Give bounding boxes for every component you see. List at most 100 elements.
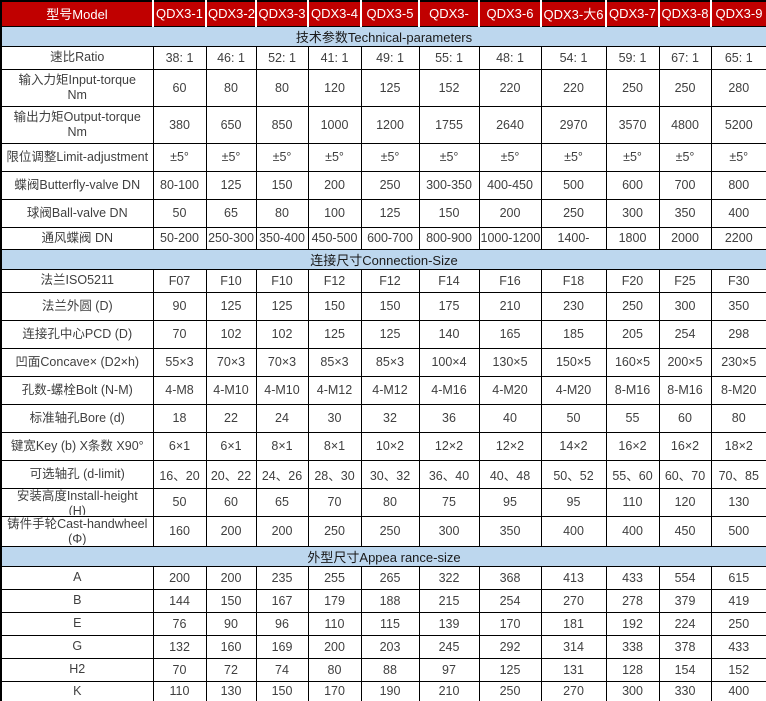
table-cell: 450 [658, 515, 712, 547]
table-cell: 338 [605, 634, 660, 659]
table-cell: 245 [418, 634, 480, 659]
table-cell: 4-M20 [478, 375, 542, 405]
table-cell: 110 [307, 611, 362, 636]
table-cell: 90 [152, 291, 207, 321]
table-cell: 80 [710, 403, 766, 433]
section-header-row: 外型尺寸Appea rance-size [0, 545, 766, 567]
table-cell: 50 [152, 487, 207, 517]
table-cell: 300 [658, 291, 712, 321]
table-cell: F12 [307, 268, 362, 293]
table-cell: 115 [360, 611, 420, 636]
table-cell: 20、22 [205, 459, 257, 489]
column-header: QDX3-大6 [540, 1, 606, 27]
table-cell: 128 [605, 657, 660, 682]
table-row: 安装高度Install-height (H) 50 60 65 70 80 75 95 95 11… [0, 487, 766, 517]
table-cell: 41: 1 [307, 45, 362, 70]
table-cell: 368 [478, 565, 542, 590]
table-cell: 110 [152, 680, 207, 701]
table-cell: 254 [658, 319, 712, 349]
table-cell: 8-M16 [605, 375, 660, 405]
row-label-text: 蝶阀Butterfly-valve DN [14, 177, 141, 192]
table-cell: 80 [360, 487, 420, 517]
table-cell: 8×1 [255, 431, 309, 461]
table-row: 通风蝶阀 DN 50-200 250-300 350-400 450-500 600-70… [0, 226, 766, 250]
table-cell: 250 [605, 68, 660, 107]
table-cell: ±5° [152, 142, 207, 172]
table-cell: 100 [307, 198, 362, 228]
column-header: QDX3-1 [152, 1, 206, 27]
table-row: 限位调整Limit-adjustment ±5° ±5° ±5° ±5° ±5° ±5° ±5… [0, 142, 766, 172]
table-cell: 254 [478, 588, 542, 613]
table-cell: 6×1 [205, 431, 257, 461]
table-cell: 298 [710, 319, 766, 349]
row-label: 法兰ISO5211 [0, 268, 154, 293]
table-cell: 150 [307, 291, 362, 321]
table-cell: 170 [307, 680, 362, 701]
row-label-text: 标准轴孔Bore (d) [29, 410, 125, 425]
table-cell: 150 [205, 588, 257, 613]
table-cell: 400 [605, 515, 660, 547]
row-label: 输出力矩Output-torque Nm [0, 105, 154, 144]
table-cell: F10 [255, 268, 309, 293]
table-cell: 65 [205, 198, 257, 228]
table-cell: 280 [710, 68, 766, 107]
table-row: B 144 150 167 179 188 215 254 270 278 379 419 [0, 588, 766, 613]
table-cell: 130 [205, 680, 257, 701]
table-cell: 4-M20 [540, 375, 607, 405]
table-cell: 130 [710, 487, 766, 517]
table-cell: 70 [152, 657, 207, 682]
table-cell: 380 [152, 105, 207, 144]
table-cell: 125 [478, 657, 542, 682]
table-cell: 70、85 [710, 459, 766, 489]
table-row: 速比Ratio 38: 1 46: 1 52: 1 41: 1 49: 1 55: 1 48:… [0, 45, 766, 70]
table-cell: 200 [255, 515, 309, 547]
table-cell: 1400- [540, 226, 607, 250]
table-cell: 215 [418, 588, 480, 613]
table-cell: 38: 1 [152, 45, 207, 70]
row-label: 凹面Concave× (D2×h) [0, 347, 154, 377]
table-cell: 160 [152, 515, 207, 547]
table-cell: 24、26 [255, 459, 309, 489]
table-cell: 220 [478, 68, 542, 107]
row-label: E [0, 611, 154, 636]
table-cell: 65 [255, 487, 309, 517]
table-cell: ±5° [307, 142, 362, 172]
row-label: 通风蝶阀 DN [0, 226, 154, 250]
table-cell: 120 [307, 68, 362, 107]
table-cell: 60 [152, 68, 207, 107]
table-cell: F30 [710, 268, 766, 293]
table-cell: 250 [360, 170, 420, 200]
table-cell: 125 [255, 291, 309, 321]
row-label: 键宽Key (b) X条数 X90° [0, 431, 154, 461]
table-cell: 200 [152, 565, 207, 590]
row-label-text: 限位调整Limit-adjustment [6, 149, 149, 164]
table-cell: 24 [255, 403, 309, 433]
table-cell: 85×3 [360, 347, 420, 377]
table-cell: 4-M10 [205, 375, 257, 405]
table-cell: 4-M12 [360, 375, 420, 405]
table-cell: 250 [605, 291, 660, 321]
table-cell: 278 [605, 588, 660, 613]
table-cell: 4-M12 [307, 375, 362, 405]
row-label: 法兰外圆 (D) [0, 291, 154, 321]
table-cell: 80-100 [152, 170, 207, 200]
table-cell: 46: 1 [205, 45, 257, 70]
table-cell: F07 [152, 268, 207, 293]
table-cell: 4-M10 [255, 375, 309, 405]
table-cell: 210 [478, 291, 542, 321]
table-row: 法兰ISO5211 F07 F10 F10 F12 F12 F14 F16 F18 F20 F25 F… [0, 268, 766, 293]
table-cell: 140 [418, 319, 480, 349]
table-cell: 300-350 [418, 170, 480, 200]
table-cell: 169 [255, 634, 309, 659]
table-cell: 70 [307, 487, 362, 517]
table-cell: 270 [540, 588, 607, 613]
table-cell: 154 [658, 657, 712, 682]
table-cell: 54: 1 [540, 45, 607, 70]
row-label: 蝶阀Butterfly-valve DN [0, 170, 154, 200]
table-cell: 60 [205, 487, 257, 517]
table-cell: 102 [255, 319, 309, 349]
table-cell: 132 [152, 634, 207, 659]
table-cell: 330 [658, 680, 712, 701]
table-cell: 125 [205, 170, 257, 200]
row-label: 速比Ratio [0, 45, 154, 70]
